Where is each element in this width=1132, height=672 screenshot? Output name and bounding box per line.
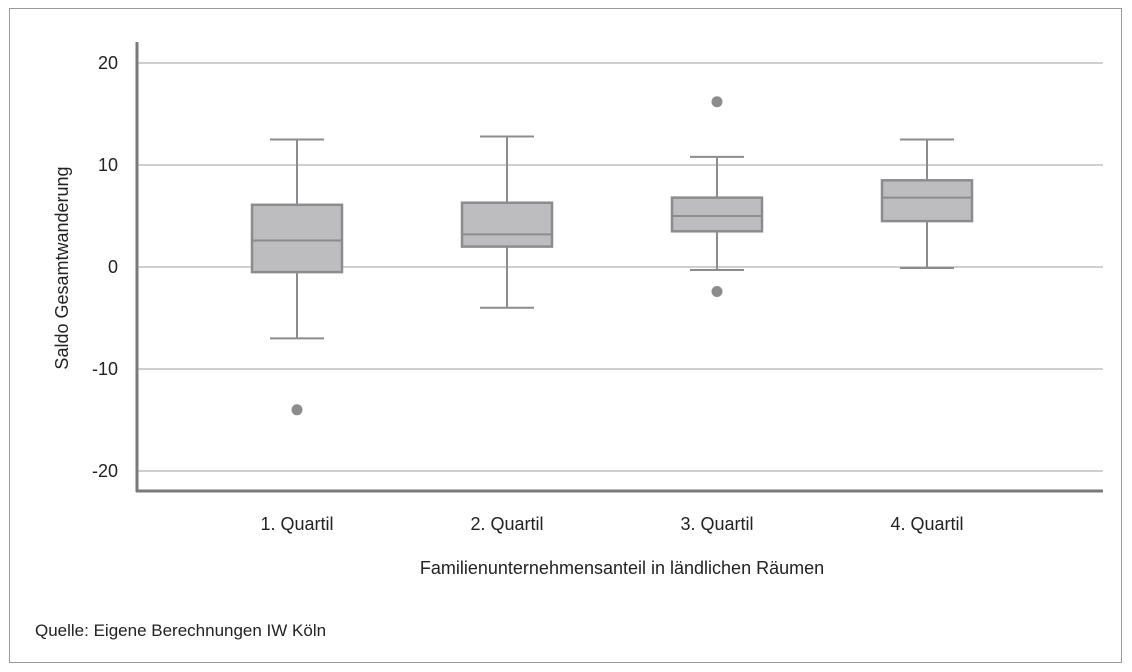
- x-tick-labels: 1. Quartil 2. Quartil 3. Quartil 4. Quartil: [260, 514, 963, 534]
- box-series: [250, 96, 974, 416]
- y-tick-labels: 20 10 0 -10 -20: [92, 53, 118, 481]
- x-tick-label: 1. Quartil: [260, 514, 333, 534]
- box: [670, 196, 764, 233]
- box: [250, 203, 344, 274]
- y-axis-title: Saldo Gesamtwanderung: [52, 166, 72, 369]
- y-tick-label: -20: [92, 461, 118, 481]
- x-tick-label: 3. Quartil: [680, 514, 753, 534]
- box: [880, 179, 974, 223]
- box-group: [880, 138, 974, 270]
- x-tick-label: 4. Quartil: [890, 514, 963, 534]
- y-tick-label: 10: [98, 155, 118, 175]
- outlier-point: [291, 404, 303, 416]
- box-group: [670, 96, 764, 297]
- axes: [135, 42, 1103, 493]
- outlier-point: [711, 285, 723, 297]
- y-tick-label: -10: [92, 359, 118, 379]
- source-note: Quelle: Eigene Berechnungen IW Köln: [35, 621, 327, 640]
- box: [460, 201, 554, 248]
- y-tick-label: 0: [108, 257, 118, 277]
- box-group: [250, 138, 344, 416]
- x-axis-title: Familienunternehmensanteil in ländlichen…: [420, 558, 824, 578]
- y-tick-label: 20: [98, 53, 118, 73]
- x-tick-label: 2. Quartil: [470, 514, 543, 534]
- chart-frame: [9, 8, 1122, 663]
- box-group: [460, 135, 554, 309]
- outlier-point: [711, 96, 723, 108]
